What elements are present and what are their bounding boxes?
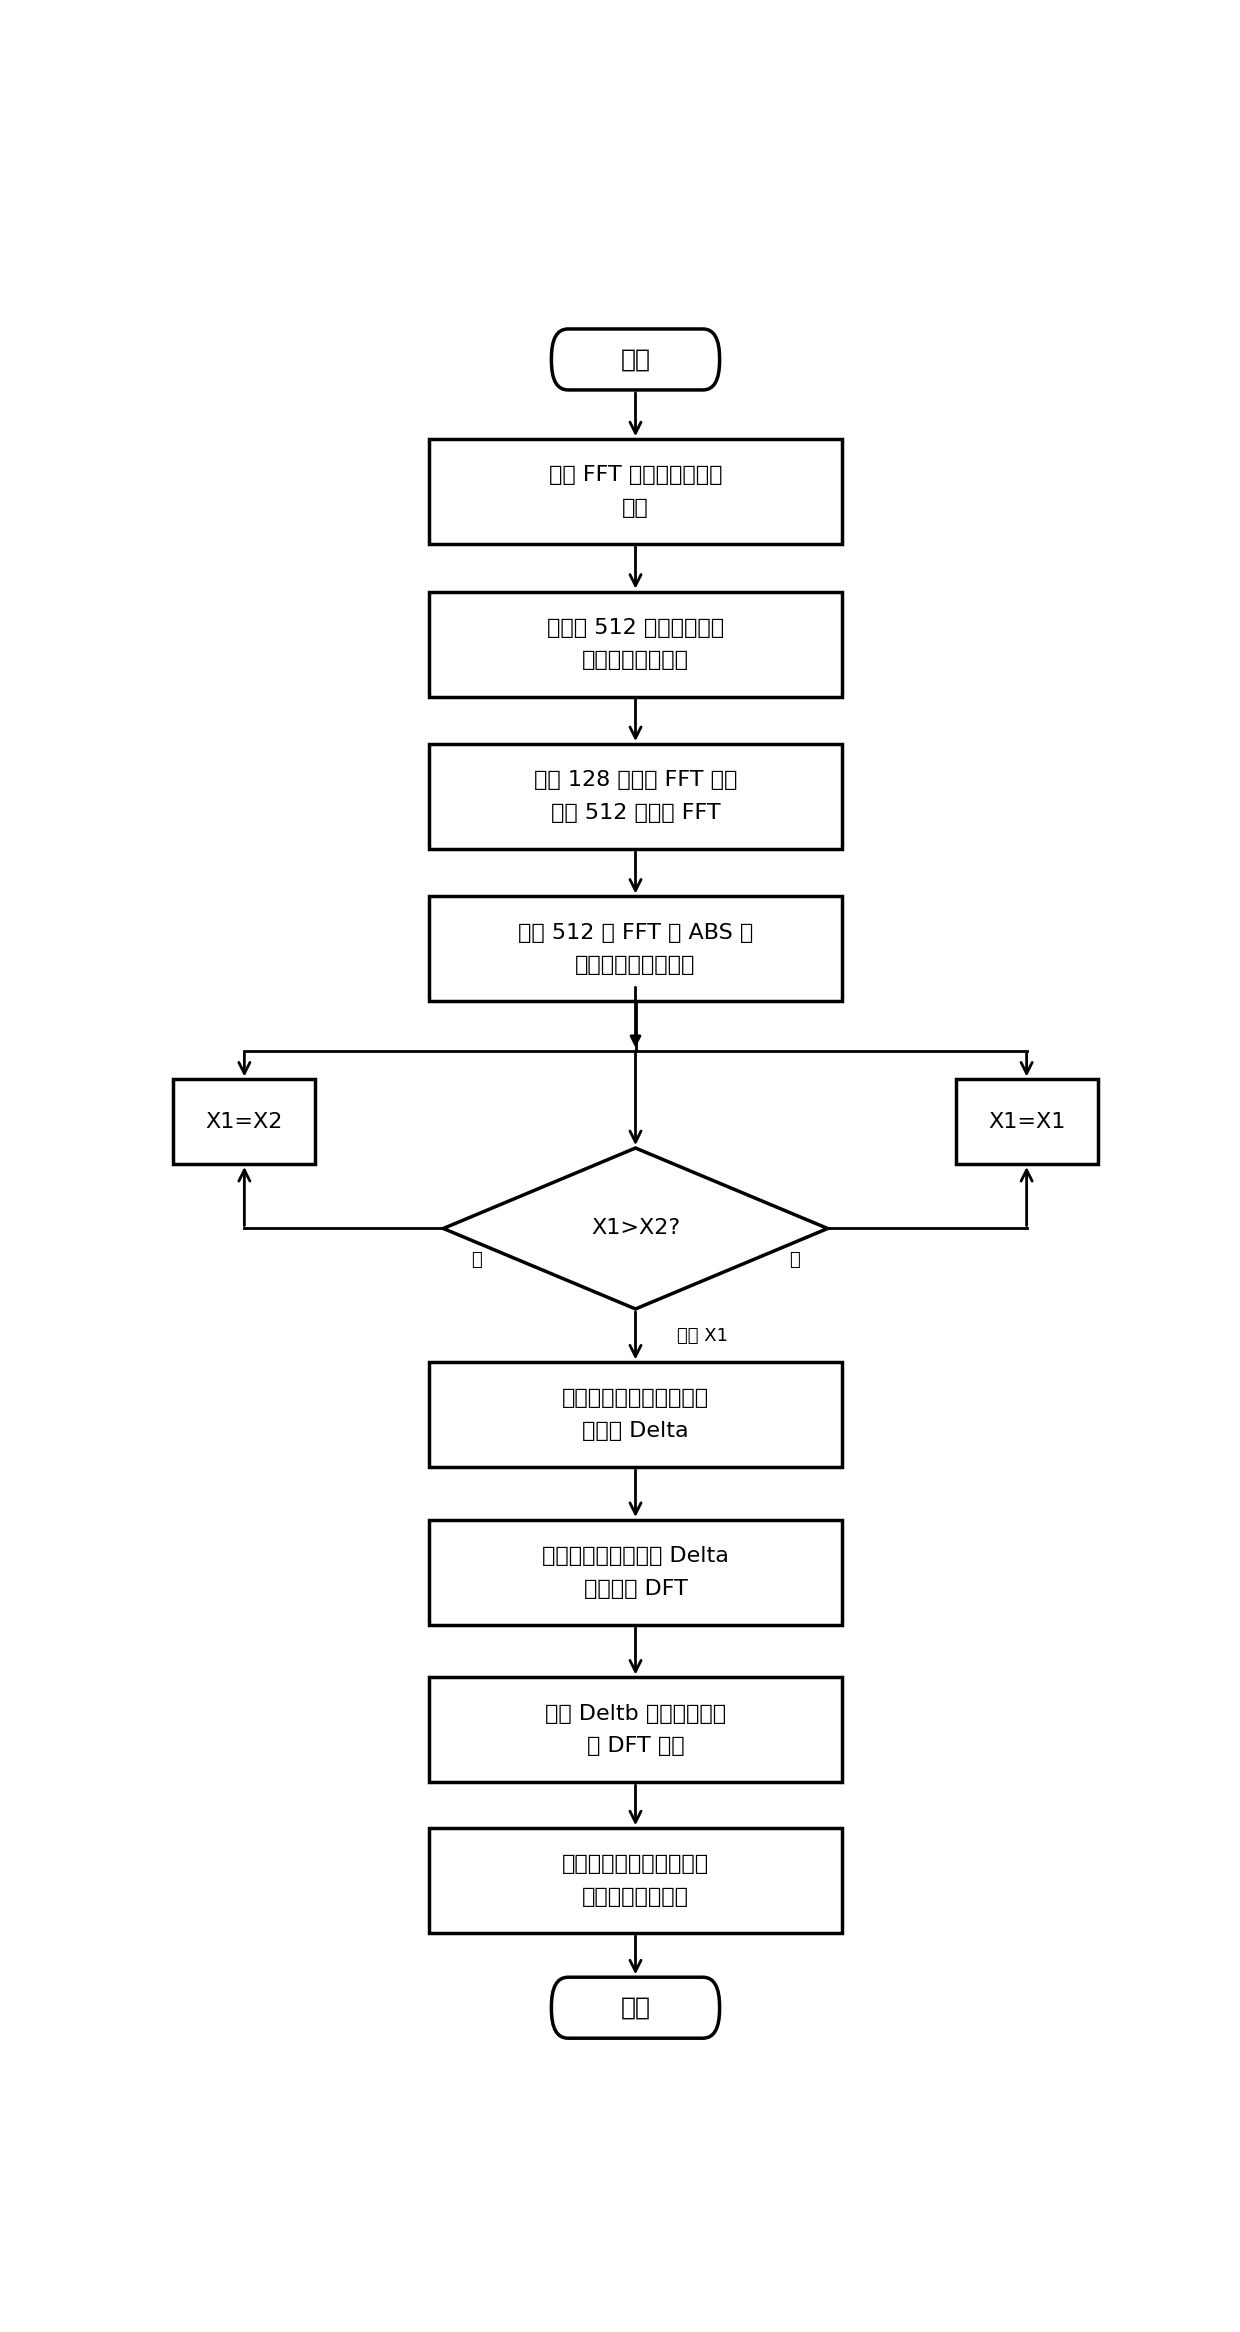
Bar bbox=[174, 1080, 315, 1164]
FancyBboxPatch shape bbox=[552, 1978, 719, 2038]
Text: 否: 否 bbox=[471, 1250, 482, 1269]
Bar bbox=[429, 744, 842, 849]
Text: 对主天线中频信号做 Delta
附近两点 DFT: 对主天线中频信号做 Delta 附近两点 DFT bbox=[542, 1546, 729, 1600]
Text: X1=X1: X1=X1 bbox=[988, 1112, 1065, 1131]
Text: 主天线 512 点中频和脉冲
标记匹配延时对齐: 主天线 512 点中频和脉冲 标记匹配延时对齐 bbox=[547, 618, 724, 672]
Text: 反正切求相位、相位差，
计算出精测频结果: 反正切求相位、相位差， 计算出精测频结果 bbox=[562, 1854, 709, 1908]
Text: X1=X2: X1=X2 bbox=[206, 1112, 283, 1131]
Polygon shape bbox=[444, 1147, 828, 1308]
Text: 两路 128 点复数 FFT 运算
实现 512 点实数 FFT: 两路 128 点复数 FFT 运算 实现 512 点实数 FFT bbox=[533, 770, 738, 823]
Bar bbox=[429, 1362, 842, 1467]
Text: 是: 是 bbox=[789, 1250, 800, 1269]
Bar bbox=[429, 1520, 842, 1625]
Text: 结束: 结束 bbox=[620, 1996, 651, 2020]
Text: 开始: 开始 bbox=[620, 347, 651, 371]
Text: 根据最大値和左右次最大
値取出 Delta: 根据最大値和左右次最大 値取出 Delta bbox=[562, 1388, 709, 1441]
Text: X1>X2?: X1>X2? bbox=[591, 1220, 680, 1238]
Bar bbox=[429, 1677, 842, 1782]
Text: 输出 X1: 输出 X1 bbox=[677, 1327, 728, 1346]
Text: 利用 Deltb 对四路中频单
点 DFT 运算: 利用 Deltb 对四路中频单 点 DFT 运算 bbox=[544, 1702, 727, 1756]
Bar bbox=[956, 1080, 1097, 1164]
Bar bbox=[429, 592, 842, 697]
Bar bbox=[429, 1828, 842, 1933]
Bar bbox=[429, 895, 842, 1000]
FancyBboxPatch shape bbox=[552, 329, 719, 389]
Text: 计算 FFT 最大値序号搜索
范围: 计算 FFT 最大値序号搜索 范围 bbox=[549, 464, 722, 518]
Bar bbox=[429, 438, 842, 543]
Text: 求取 512 点 FFT 的 ABS 和
最大値搜索范围使能: 求取 512 点 FFT 的 ABS 和 最大値搜索范围使能 bbox=[518, 923, 753, 975]
